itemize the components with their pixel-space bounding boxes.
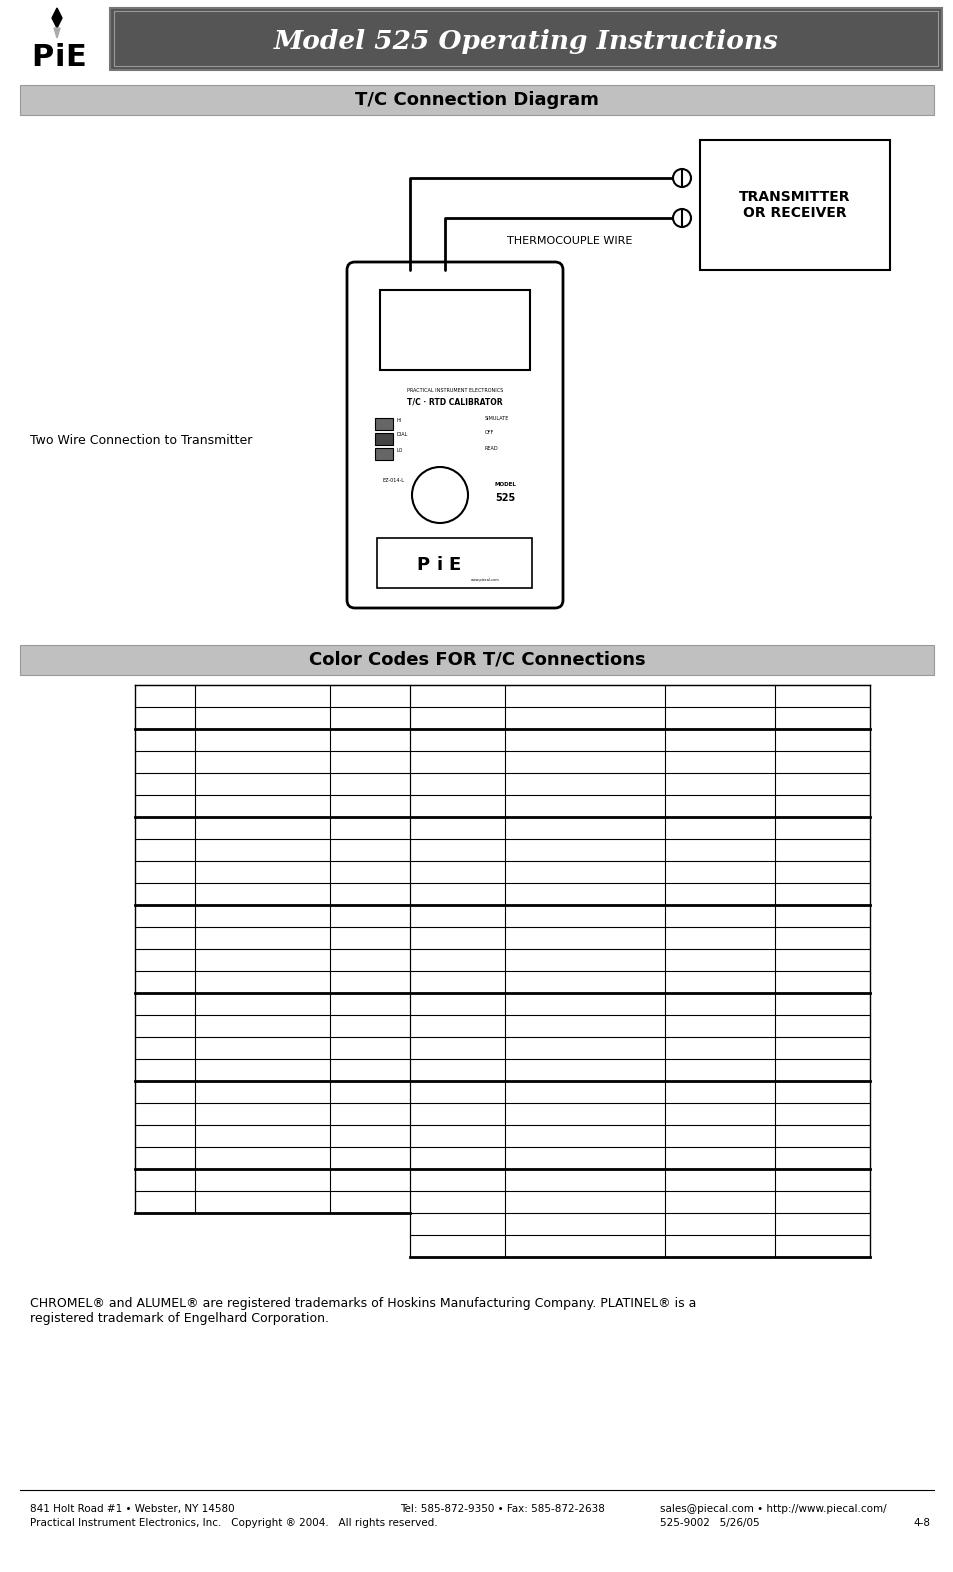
FancyBboxPatch shape	[347, 263, 562, 608]
Text: DIAL: DIAL	[396, 432, 408, 437]
Text: 525-9002   5/26/05: 525-9002 5/26/05	[659, 1519, 759, 1528]
Text: CHROMEL® and ALUMEL® are registered trademarks of Hoskins Manufacturing Company.: CHROMEL® and ALUMEL® are registered trad…	[30, 1297, 696, 1325]
Text: Practical Instrument Electronics, Inc.   Copyright ® 2004.   All rights reserved: Practical Instrument Electronics, Inc. C…	[30, 1519, 437, 1528]
Polygon shape	[54, 28, 60, 38]
Text: T/C · RTD CALIBRATOR: T/C · RTD CALIBRATOR	[407, 398, 502, 407]
Circle shape	[412, 467, 468, 523]
Text: READ: READ	[484, 445, 498, 451]
Bar	[379, 289, 530, 369]
Text: T/C Connection Diagram: T/C Connection Diagram	[355, 91, 598, 108]
Text: i: i	[436, 556, 442, 574]
Text: P: P	[416, 556, 429, 574]
Bar	[375, 448, 393, 461]
Bar	[20, 85, 933, 115]
Text: i: i	[54, 44, 65, 72]
Text: LO: LO	[396, 448, 403, 453]
Bar	[700, 140, 889, 270]
Text: 525: 525	[495, 494, 515, 503]
Text: TRANSMITTER
OR RECEIVER: TRANSMITTER OR RECEIVER	[739, 190, 850, 220]
Text: E: E	[449, 556, 460, 574]
Text: 841 Holt Road #1 • Webster, NY 14580: 841 Holt Road #1 • Webster, NY 14580	[30, 1504, 234, 1514]
Circle shape	[672, 170, 690, 187]
Text: E: E	[66, 44, 87, 72]
Text: Tel: 585-872-9350 • Fax: 585-872-2638: Tel: 585-872-9350 • Fax: 585-872-2638	[399, 1504, 604, 1514]
Bar	[375, 432, 393, 445]
Text: SIMULATE: SIMULATE	[484, 415, 509, 420]
Bar	[0, 0, 115, 75]
Bar	[113, 11, 937, 66]
Polygon shape	[52, 8, 62, 28]
Text: P: P	[30, 44, 53, 72]
Text: OFF: OFF	[484, 431, 494, 435]
Text: EZ-014-L: EZ-014-L	[382, 478, 405, 483]
Bar	[376, 538, 532, 588]
Text: Model 525 Operating Instructions: Model 525 Operating Instructions	[274, 30, 778, 55]
Text: THERMOCOUPLE WIRE: THERMOCOUPLE WIRE	[507, 236, 632, 245]
Bar	[20, 645, 933, 674]
Text: HI: HI	[396, 418, 402, 423]
Bar	[375, 418, 393, 431]
Text: Color Codes FOR T/C Connections: Color Codes FOR T/C Connections	[309, 651, 644, 670]
Text: PRACTICAL INSTRUMENT ELECTRONICS: PRACTICAL INSTRUMENT ELECTRONICS	[406, 388, 502, 393]
Circle shape	[672, 209, 690, 226]
Text: 4-8: 4-8	[912, 1519, 929, 1528]
Bar	[110, 8, 941, 71]
Text: www.piecal.com: www.piecal.com	[470, 578, 498, 582]
Text: MODEL: MODEL	[495, 483, 517, 487]
Text: Two Wire Connection to Transmitter: Two Wire Connection to Transmitter	[30, 434, 253, 446]
Text: sales@piecal.com • http://www.piecal.com/: sales@piecal.com • http://www.piecal.com…	[659, 1504, 885, 1514]
